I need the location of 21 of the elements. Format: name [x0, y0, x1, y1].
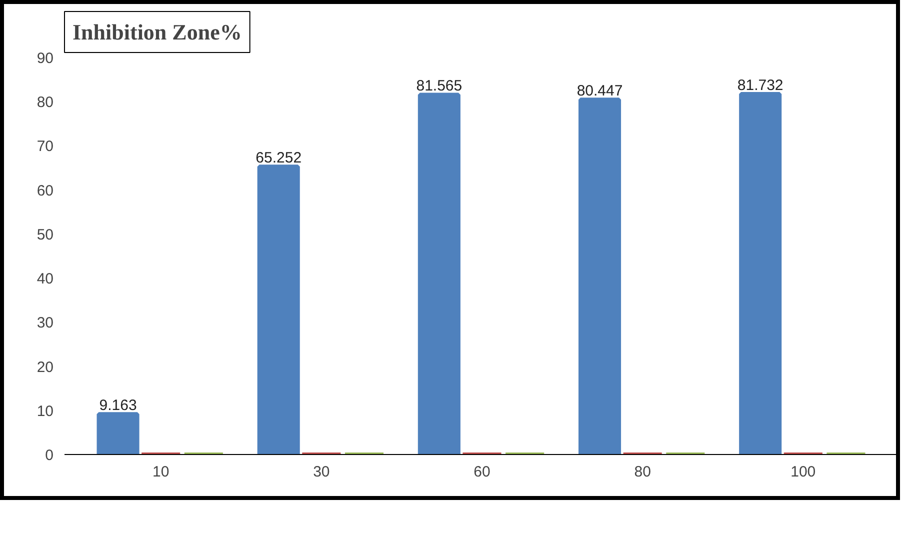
- data-label: 9.163: [99, 397, 137, 414]
- y-tick-label: 40: [36, 270, 54, 288]
- data-label: 65.252: [256, 150, 302, 167]
- x-tick-label: 30: [313, 464, 330, 480]
- y-tick-label: 20: [36, 358, 54, 376]
- y-tick-label: 30: [36, 314, 54, 332]
- y-tick-label: 60: [36, 182, 54, 200]
- x-tick-label: 80: [634, 464, 651, 480]
- x-tick-label: 10: [152, 464, 170, 480]
- data-label: 80.447: [576, 82, 623, 100]
- y-tick-label: 80: [36, 94, 54, 112]
- y-tick-label: 90: [36, 50, 54, 67]
- data-label: 81.732: [737, 76, 784, 94]
- y-tick-label: 50: [36, 226, 54, 244]
- x-tick-label: 100: [790, 464, 816, 480]
- x-tick-label: 60: [474, 464, 490, 480]
- y-tick-label: 0: [45, 447, 54, 464]
- y-tick-label: 10: [36, 402, 54, 420]
- data-label: 81.565: [416, 78, 462, 95]
- y-tick-label: 70: [36, 138, 54, 156]
- chart-title: Inhibition Zone%: [72, 20, 242, 44]
